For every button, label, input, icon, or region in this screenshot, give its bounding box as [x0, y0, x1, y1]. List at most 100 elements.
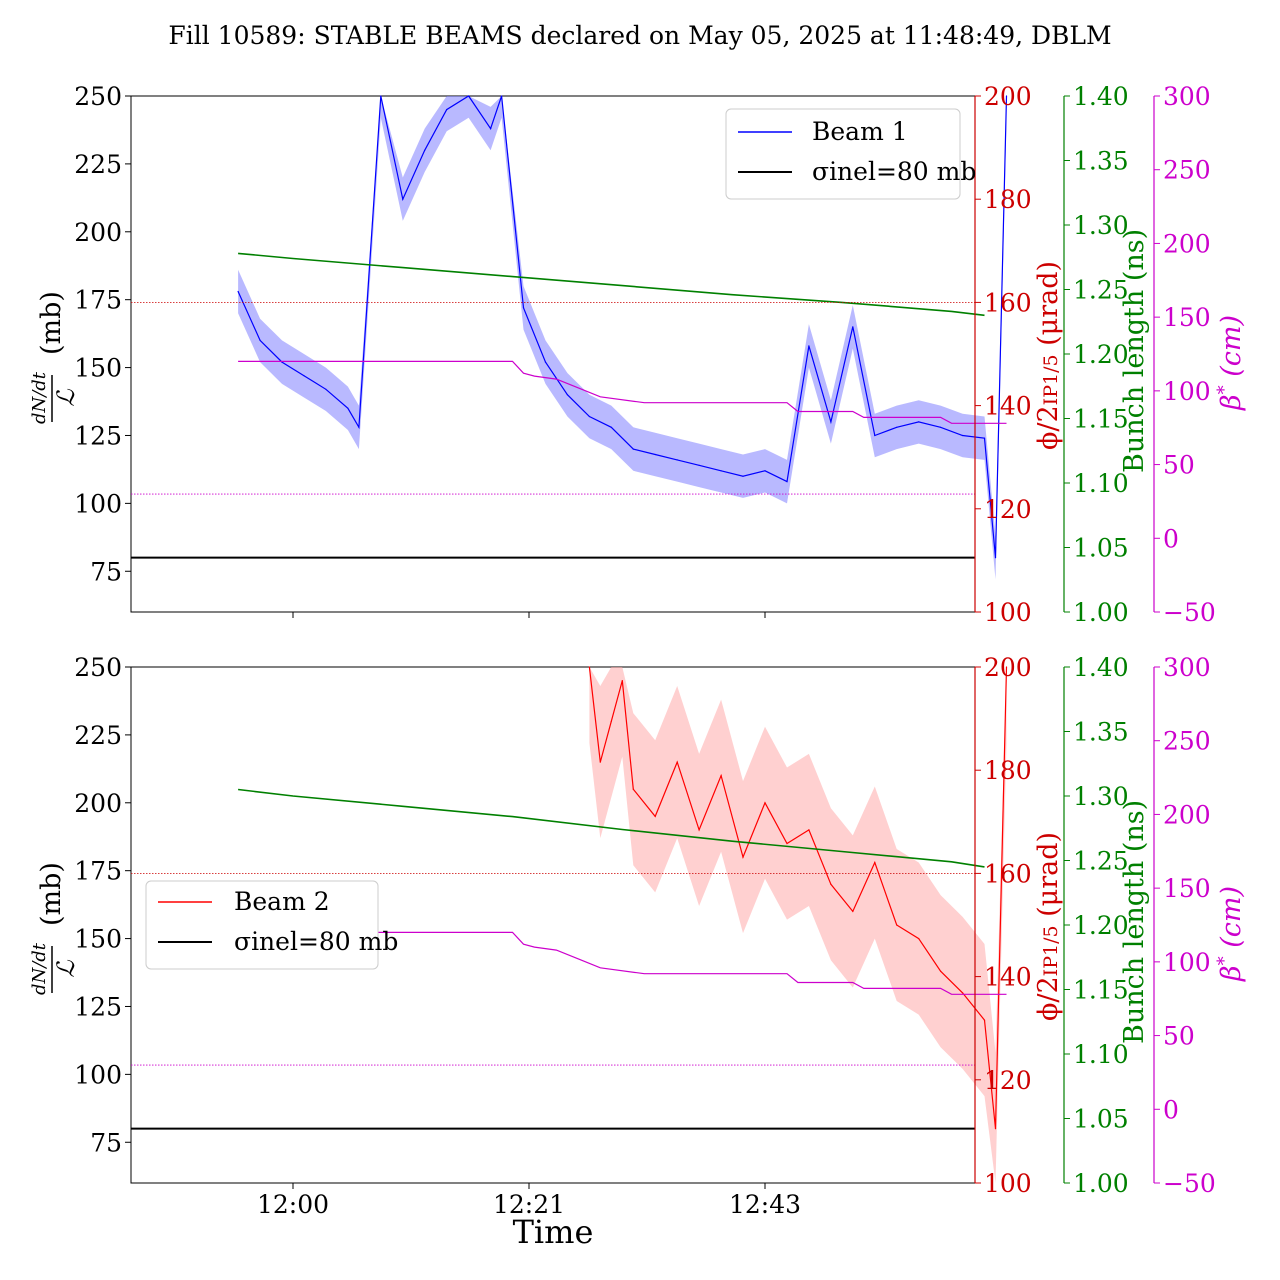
top-bunch-label: Bunch length (ns)	[1119, 229, 1150, 473]
bot-beam-point	[676, 761, 678, 763]
top-beam-point	[402, 198, 404, 200]
panel-top: 75 100 125 150 175 200 225 250 100 120 140 160 180 2…	[29, 82, 1247, 627]
top-bunch-length-tick-label: 1.15	[1073, 405, 1129, 434]
bot-beam-point	[852, 910, 854, 913]
top-beam-point	[446, 109, 448, 111]
top-ylabel-frac-num: dN/dt	[29, 371, 50, 424]
bottom-legend: Beam 2 σinel=80 mb	[145, 880, 398, 970]
top-beta-star-tick-label: 300	[1163, 82, 1211, 111]
top-crossing-angle-tick-label: 180	[984, 185, 1032, 214]
top-beam-point	[325, 388, 327, 390]
top-ytick-label: 100	[74, 489, 122, 518]
bot-beam-point	[940, 970, 942, 972]
top-crossing-angle-axis: 100 120 140 160 180 200	[974, 82, 1032, 627]
top-bunch-length-tick-label: 1.25	[1073, 276, 1129, 305]
top-beam-point	[501, 95, 503, 97]
top-beam-point	[358, 426, 360, 428]
top-series-layer	[131, 95, 1008, 580]
top-bunch-length-tick-label: 1.40	[1073, 82, 1129, 111]
bot-crossing-angle-tick-label: 120	[984, 1066, 1032, 1095]
bottom-ylabel-frac-den: ℒ	[52, 960, 80, 978]
top-beam-point	[940, 426, 942, 428]
top-beam-point	[303, 375, 305, 377]
bot-ytick-label: 150	[74, 925, 122, 954]
bot-ytick-label: 225	[74, 721, 122, 750]
top-beam-point	[610, 426, 612, 428]
top-bunch-length-tick-label: 1.35	[1073, 147, 1129, 176]
bot-xtick-label: 12:21	[493, 1190, 565, 1219]
top-beam-point	[808, 345, 810, 347]
bottom-bunch-length-axis: 1.00 1.05 1.10 1.15 1.20 1.25 1.30 1.35 1.40	[1063, 653, 1129, 1198]
bot-bunch-length-tick-label: 1.40	[1073, 653, 1129, 682]
bot-bunch-length-line	[238, 788, 985, 868]
bot-beta-star-tick-label: 100	[1163, 948, 1211, 977]
bot-beam-point	[654, 815, 656, 818]
top-beam-point	[764, 470, 766, 472]
bot-beam-point	[874, 861, 876, 864]
top-crossing-angle-tick-label: 200	[984, 82, 1032, 111]
bot-beam-point	[830, 883, 832, 885]
bot-xtick-label: 12:43	[729, 1190, 801, 1219]
bot-beam-point	[962, 992, 964, 994]
bottom-legend-sigma: σinel=80 mb	[234, 927, 398, 956]
bot-beam-point	[808, 829, 810, 831]
top-ylabel-unit: (mb)	[36, 291, 67, 355]
top-ytick-label: 200	[74, 218, 122, 247]
bot-crossing-angle-tick-label: 160	[984, 859, 1032, 888]
top-crossing-angle-tick-label: 140	[984, 392, 1032, 421]
top-crossing-angle-tick-label: 160	[984, 288, 1032, 317]
top-beam-point	[588, 415, 591, 418]
bot-bunch-length-tick-label: 1.30	[1073, 782, 1129, 811]
top-bunch-length-line	[238, 252, 985, 317]
top-bunch-length-axis: 1.00 1.05 1.10 1.15 1.20 1.25 1.30 1.35 1.40	[1063, 82, 1129, 627]
figure-title: Fill 10589: STABLE BEAMS declared on May…	[168, 21, 1111, 50]
top-x-ticks	[292, 612, 766, 618]
bottom-series-layer	[131, 666, 1008, 1183]
top-beta-star-tick-label: 50	[1163, 451, 1195, 480]
top-beam-point	[918, 421, 920, 423]
top-beam-point	[720, 470, 722, 472]
top-legend-sigma: σinel=80 mb	[812, 157, 976, 186]
bottom-beta-star-axis: −50 0 50 100 150 200 250 300	[1153, 653, 1216, 1198]
bot-bunch-length-tick-label: 1.00	[1073, 1169, 1129, 1198]
top-beam-point	[380, 95, 382, 97]
top-bunch-length-tick-label: 1.30	[1073, 211, 1129, 240]
bot-bunch-length-tick-label: 1.25	[1073, 847, 1129, 876]
top-crossing-angle-tick-label: 100	[984, 598, 1032, 627]
top-left-axis-ticks: 75 100 125 150 175 200 225 250	[74, 82, 131, 586]
top-ytick-label: 150	[74, 354, 122, 383]
top-beam-point	[490, 128, 492, 130]
top-beam-point	[852, 326, 854, 328]
top-beam-point	[424, 149, 426, 151]
top-beam-point	[632, 448, 634, 450]
bottom-crossing-label: ϕ/2IP1/5 (μrad)	[1033, 832, 1064, 1021]
top-beam-point	[742, 475, 744, 477]
top-ytick-label: 75	[90, 557, 122, 586]
bot-beam-point	[599, 761, 601, 763]
top-crossing-angle-tick-label: 120	[984, 495, 1032, 524]
top-beam-point	[468, 95, 470, 97]
bot-bunch-length-tick-label: 1.15	[1073, 976, 1129, 1005]
top-beta-label: β* (cm)	[1214, 315, 1247, 411]
top-beta-star-tick-label: 100	[1163, 377, 1211, 406]
bot-ytick-label: 175	[74, 857, 122, 886]
bot-beam-point	[786, 842, 788, 845]
top-beta-star-tick-label: 250	[1163, 156, 1211, 185]
top-beam-line	[237, 95, 1008, 558]
bot-beta-star-tick-label: 250	[1163, 727, 1211, 756]
bot-crossing-angle-tick-label: 200	[984, 653, 1032, 682]
bottom-crossing-angle-axis: 100 120 140 160 180 200	[974, 653, 1032, 1198]
bot-beam-point	[994, 1128, 997, 1130]
bot-beam-point	[764, 802, 766, 804]
bottom-legend-beam2: Beam 2	[234, 887, 330, 916]
top-ylabel-frac-den: ℒ	[52, 389, 80, 407]
bot-beam-band	[589, 667, 1007, 1183]
bot-ytick-label: 200	[74, 789, 122, 818]
bot-beam-point	[610, 720, 612, 722]
bot-crossing-angle-tick-label: 140	[984, 963, 1032, 992]
top-beam-point	[994, 557, 997, 559]
bot-beam-point	[621, 680, 623, 682]
bot-beta-star-tick-label: 300	[1163, 653, 1211, 682]
bot-beam-point	[1005, 666, 1008, 668]
